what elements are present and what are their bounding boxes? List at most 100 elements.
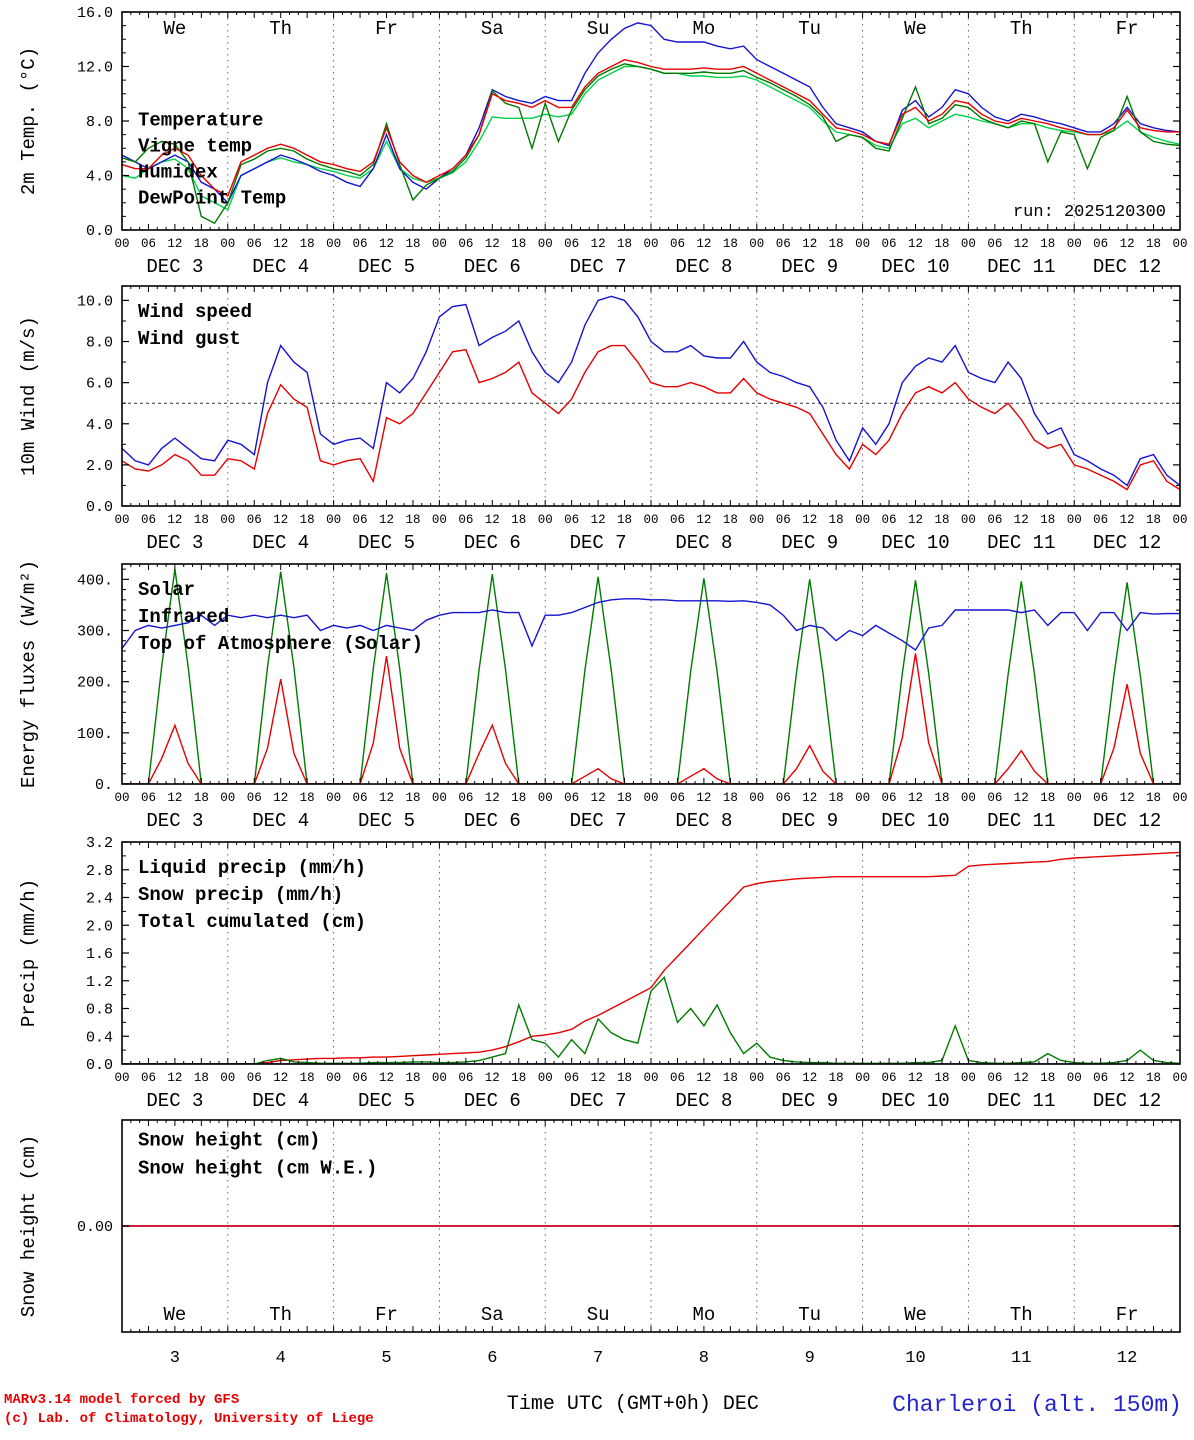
hour-tick-label: 06 — [882, 237, 897, 251]
legend-entry: Snow height (cm) — [138, 1129, 320, 1151]
hour-tick-label: 06 — [564, 237, 579, 251]
date-label: DEC 8 — [675, 256, 732, 278]
hour-tick-label: 00 — [855, 237, 870, 251]
hour-tick-label: 00 — [961, 1071, 976, 1085]
line-wind-gust — [122, 295, 1180, 487]
y-tick-label: 2.4 — [86, 891, 113, 908]
hour-tick-label: 12 — [379, 237, 394, 251]
time-axis-label: Time UTC (GMT+0h) — [506, 1393, 711, 1416]
hour-tick-label: 12 — [802, 513, 817, 527]
hour-tick-label: 12 — [696, 513, 711, 527]
y-tick-label: 12.0 — [77, 60, 113, 77]
date-label: DEC 7 — [570, 810, 627, 832]
date-label: DEC 4 — [252, 810, 309, 832]
day-name-label: Fr — [1116, 18, 1139, 40]
y-tick-label: 300. — [77, 624, 113, 641]
hour-tick-label: 06 — [458, 513, 473, 527]
hour-tick-label: 12 — [273, 513, 288, 527]
hour-tick-label: 12 — [1014, 237, 1029, 251]
day-number-label: 4 — [276, 1349, 286, 1364]
hour-tick-label: 06 — [670, 237, 685, 251]
series-group — [122, 22, 1180, 225]
hour-tick-label: 12 — [485, 791, 500, 805]
hour-tick-label: 18 — [1146, 237, 1161, 251]
day-name-label: Fr — [1116, 1304, 1139, 1326]
day-number-label: 6 — [487, 1349, 497, 1364]
date-label: DEC 12 — [1093, 256, 1161, 278]
hour-tick-label: 12 — [485, 237, 500, 251]
hour-tick-label: 00 — [220, 1071, 235, 1085]
hour-tick-label: 06 — [458, 237, 473, 251]
line-total-cumulated-cm — [122, 851, 1180, 1064]
line-wind-speed — [122, 344, 1180, 491]
hour-tick-label: 00 — [538, 513, 553, 527]
month-label: DEC — [722, 1393, 759, 1416]
line-temperature — [122, 58, 1180, 197]
hour-tick-label: 12 — [591, 791, 606, 805]
hour-tick-label: 12 — [802, 1071, 817, 1085]
hour-tick-label: 06 — [1093, 791, 1108, 805]
day-number-label: 7 — [593, 1349, 603, 1364]
y-tick-label: 1.2 — [86, 974, 113, 991]
date-label: DEC 4 — [252, 256, 309, 278]
hour-tick-label: 18 — [194, 513, 209, 527]
day-name-label: Th — [1010, 18, 1033, 40]
hour-tick-label: 06 — [564, 513, 579, 527]
date-label: DEC 9 — [781, 256, 838, 278]
date-label: DEC 4 — [252, 1090, 309, 1112]
credit-line-2: (c) Lab. of Climatology, University of L… — [4, 1411, 374, 1428]
hour-tick-label: 18 — [934, 791, 949, 805]
day-name-label: Su — [587, 1304, 610, 1326]
footer: MARv3.14 model forced by GFS (c) Lab. of… — [0, 1364, 1194, 1440]
legend-entry: Humidex — [138, 161, 218, 183]
hour-tick-label: 00 — [961, 237, 976, 251]
y-tick-label: 200. — [77, 675, 113, 692]
y-tick-label: 1.6 — [86, 946, 113, 963]
hour-tick-label: 18 — [1040, 237, 1055, 251]
hour-tick-label: 12 — [1014, 513, 1029, 527]
day-name-label: Tu — [798, 18, 821, 40]
hour-tick-label: 00 — [220, 513, 235, 527]
hour-tick-label: 12 — [696, 1071, 711, 1085]
date-label: DEC 8 — [675, 810, 732, 832]
hour-tick-label: 06 — [776, 791, 791, 805]
day-number-label: 11 — [1011, 1349, 1031, 1364]
date-label: DEC 3 — [146, 1090, 203, 1112]
panel-snow-height-chart: 0.00 We Th Fr Sa Su Mo Tu We Th Fr 3 4 5 6 7 8 9 10 11 12 Sno… — [18, 1119, 1181, 1364]
date-label: DEC 6 — [464, 810, 521, 832]
hour-tick-label: 00 — [538, 791, 553, 805]
run-annotation: run: 2025120300 — [1013, 203, 1166, 222]
hour-tick-label: 12 — [1120, 1071, 1135, 1085]
day-name-label: Mo — [692, 1304, 715, 1326]
date-label: DEC 12 — [1093, 1090, 1161, 1112]
date-label: DEC 3 — [146, 532, 203, 554]
y-axis-label: Precip (mm/h) — [18, 879, 40, 1027]
hour-tick-label: 06 — [247, 237, 262, 251]
hour-tick-label: 12 — [273, 1071, 288, 1085]
day-name-label: Su — [587, 18, 610, 40]
hour-tick-label: 12 — [908, 791, 923, 805]
hour-tick-label: 18 — [511, 513, 526, 527]
y-tick-label: 4.0 — [86, 417, 113, 434]
y-tick-label: 6.0 — [86, 376, 113, 393]
hour-tick-label: 06 — [141, 513, 156, 527]
date-label: DEC 5 — [358, 1090, 415, 1112]
hour-tick-label: 18 — [194, 1071, 209, 1085]
day-number-label: 9 — [805, 1349, 815, 1364]
hour-tick-label: 06 — [987, 237, 1002, 251]
day-number-label: 8 — [699, 1349, 709, 1364]
date-label: DEC 6 — [464, 256, 521, 278]
y-axis-label: 10m Wind (m/s) — [18, 316, 40, 476]
hour-tick-label: 18 — [1040, 513, 1055, 527]
hour-tick-label: 18 — [723, 1071, 738, 1085]
date-label: DEC 3 — [146, 256, 203, 278]
day-name-label: Tu — [798, 1304, 821, 1326]
panel-precip-chart: 0.0 0.4 0.8 1.2 1.6 2.0 2.4 2.8 3.2 00 06 12 18 00 06 1… — [18, 835, 1188, 1112]
hour-tick-label: 12 — [591, 237, 606, 251]
date-label: DEC 11 — [987, 810, 1055, 832]
hour-tick-label: 18 — [829, 237, 844, 251]
y-tick-label: 100. — [77, 726, 113, 743]
series-group — [122, 295, 1180, 491]
date-label: DEC 8 — [675, 532, 732, 554]
day-name-label: Th — [1010, 1304, 1033, 1326]
